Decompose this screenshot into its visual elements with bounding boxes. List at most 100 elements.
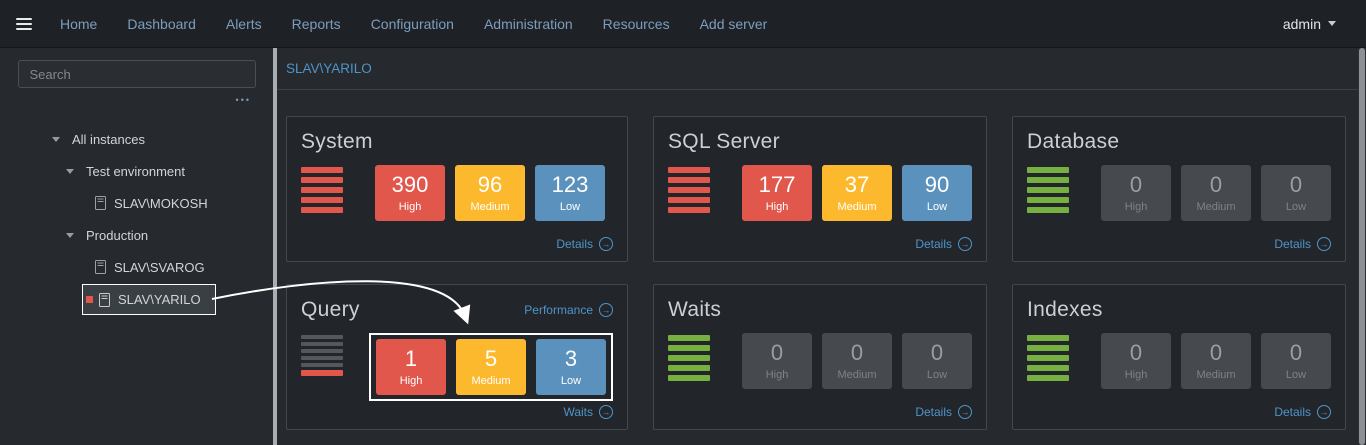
- tile-label: Medium: [1196, 200, 1236, 213]
- card-indexes: Indexes 0 High 0 Medium 0: [1012, 284, 1346, 430]
- tile-low[interactable]: 90 Low: [902, 165, 972, 221]
- tree-item-slav-svarog[interactable]: SLAV\SVAROG: [82, 252, 205, 282]
- nav-home[interactable]: Home: [60, 15, 98, 32]
- arrow-circle-icon: [599, 237, 613, 251]
- tile-value: 123: [551, 171, 589, 197]
- nav-resources[interactable]: Resources: [602, 15, 670, 32]
- tile-high[interactable]: 177 High: [742, 165, 812, 221]
- details-link[interactable]: Details: [1274, 405, 1331, 419]
- performance-link[interactable]: Performance: [524, 303, 613, 317]
- nav-configuration[interactable]: Configuration: [370, 15, 454, 32]
- nav-administration[interactable]: Administration: [483, 15, 573, 32]
- collapse-icon[interactable]: [52, 137, 66, 142]
- tree-item-all-instances[interactable]: All instances: [52, 124, 145, 154]
- arrow-circle-icon: [1317, 405, 1331, 419]
- severity-bars-icon: [668, 335, 710, 385]
- main-content: SLAV\YARILO System 390 High 96: [273, 48, 1366, 445]
- severity-bars-icon: [1027, 335, 1069, 385]
- card-title: Indexes: [1027, 298, 1103, 321]
- alert-dot: [82, 264, 89, 271]
- card-query: Query Performance 1 High 5: [286, 284, 628, 430]
- nav-dashboard[interactable]: Dashboard: [127, 15, 196, 32]
- tile-value: 0: [1129, 339, 1143, 365]
- details-link[interactable]: Details: [915, 405, 972, 419]
- tile-high[interactable]: 390 High: [375, 165, 445, 221]
- card-title: SQL Server: [668, 130, 780, 153]
- tree-item-label: Production: [86, 227, 149, 243]
- details-link[interactable]: Details: [556, 237, 613, 251]
- tile-medium[interactable]: 37 Medium: [822, 165, 892, 221]
- card-title: Waits: [668, 298, 722, 321]
- arrow-circle-icon: [1317, 237, 1331, 251]
- waits-link[interactable]: Waits: [563, 405, 613, 419]
- nav-reports[interactable]: Reports: [291, 15, 341, 32]
- collapse-icon[interactable]: [66, 169, 80, 174]
- user-menu[interactable]: admin: [1283, 16, 1350, 32]
- arrow-circle-icon: [958, 405, 972, 419]
- tile-medium[interactable]: 5 Medium: [456, 339, 526, 395]
- tile-value: 0: [1289, 339, 1303, 365]
- tree-item-slav-yarilo[interactable]: SLAV\YARILO: [82, 284, 216, 315]
- severity-bars-icon: [668, 167, 710, 217]
- tile-label: Low: [559, 200, 581, 213]
- tree-item-slav-mokosh[interactable]: SLAV\MOKOSH: [82, 188, 208, 218]
- tile-label: High: [399, 374, 423, 387]
- tile-label: Low: [1285, 368, 1307, 381]
- tile-low[interactable]: 0 Low: [1261, 165, 1331, 221]
- tile-medium[interactable]: 0 Medium: [1181, 333, 1251, 389]
- card-database: Database 0 High 0 Medium: [1012, 116, 1346, 262]
- arrow-circle-icon: [599, 303, 613, 317]
- severity-tiles: 0 High 0 Medium 0 Low: [1101, 165, 1331, 221]
- main-menu: Home Dashboard Alerts Reports Configurat…: [60, 16, 767, 32]
- tile-label: Medium: [837, 200, 877, 213]
- content-header: SLAV\YARILO: [273, 48, 1366, 90]
- menu-icon[interactable]: [16, 15, 34, 33]
- tile-high[interactable]: 0 High: [1101, 333, 1171, 389]
- tree-item-production[interactable]: Production: [66, 220, 148, 250]
- nav-add-server[interactable]: Add server: [699, 15, 768, 32]
- server-icon: [99, 292, 110, 307]
- server-icon: [95, 196, 106, 210]
- scrollbar-thumb[interactable]: [1359, 48, 1365, 445]
- tree-item-label: SLAV\SVAROG: [114, 259, 205, 275]
- highlighted-severity-tiles: 1 High 5 Medium 3 Low: [369, 333, 613, 401]
- tile-value: 0: [1209, 339, 1223, 365]
- card-title: Database: [1027, 130, 1120, 153]
- details-link[interactable]: Details: [1274, 237, 1331, 251]
- tile-low[interactable]: 0 Low: [1261, 333, 1331, 389]
- severity-tiles: 0 High 0 Medium 0 Low: [742, 333, 972, 389]
- tile-high[interactable]: 0 High: [1101, 165, 1171, 221]
- tile-label: Low: [560, 374, 582, 387]
- tree-item-test-environment[interactable]: Test environment: [66, 156, 185, 186]
- tile-medium[interactable]: 0 Medium: [822, 333, 892, 389]
- details-link[interactable]: Details: [915, 237, 972, 251]
- sidebar: All instances Test environment SLAV\MOKO…: [0, 48, 273, 445]
- tile-value: 0: [1289, 171, 1303, 197]
- chevron-down-icon: [1328, 21, 1336, 26]
- tile-low[interactable]: 123 Low: [535, 165, 605, 221]
- search-input[interactable]: [17, 60, 256, 88]
- tile-label: High: [398, 200, 422, 213]
- tile-low[interactable]: 0 Low: [902, 333, 972, 389]
- tile-value: 37: [844, 171, 870, 197]
- tile-low[interactable]: 3 Low: [536, 339, 606, 395]
- tile-label: High: [1124, 200, 1148, 213]
- tree-item-label: SLAV\YARILO: [118, 292, 201, 307]
- tile-value: 90: [924, 171, 950, 197]
- arrow-circle-icon: [958, 237, 972, 251]
- tile-medium[interactable]: 0 Medium: [1181, 165, 1251, 221]
- username: admin: [1282, 15, 1321, 32]
- tile-value: 0: [850, 339, 864, 365]
- tile-medium[interactable]: 96 Medium: [455, 165, 525, 221]
- tile-label: High: [765, 368, 789, 381]
- tile-label: High: [1124, 368, 1148, 381]
- more-options-icon[interactable]: [0, 88, 273, 104]
- tile-high[interactable]: 1 High: [376, 339, 446, 395]
- nav-alerts[interactable]: Alerts: [225, 15, 262, 32]
- top-navigation: Home Dashboard Alerts Reports Configurat…: [0, 0, 1366, 48]
- sidebar-scrollbar[interactable]: [273, 48, 277, 445]
- content-scrollbar[interactable]: [1358, 48, 1366, 445]
- tile-high[interactable]: 0 High: [742, 333, 812, 389]
- severity-tiles: 390 High 96 Medium 123 Low: [375, 165, 605, 221]
- collapse-icon[interactable]: [66, 233, 80, 238]
